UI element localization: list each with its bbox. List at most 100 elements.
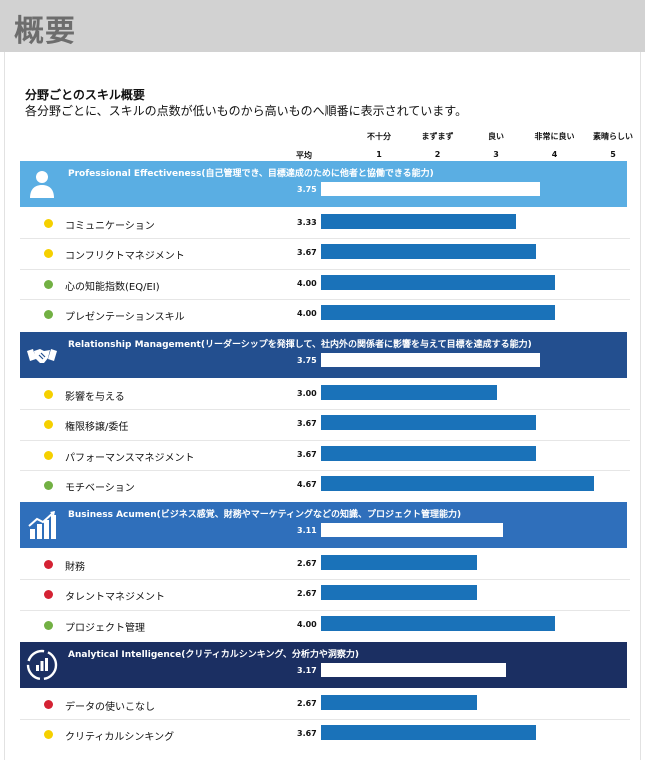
status-dot-ok — [44, 420, 53, 430]
person-icon — [26, 168, 58, 200]
skill-row: コンフリクトマネジメント 3.67 — [20, 239, 627, 269]
skill-row: タレントマネジメント 2.67 — [20, 580, 627, 610]
skill-row: モチベーション 4.67 — [20, 471, 627, 501]
scale-tick-5: 5 — [610, 150, 616, 159]
status-dot-ok — [44, 249, 53, 259]
status-dot-good — [44, 481, 53, 491]
skill-row: プレゼンテーションスキル 4.00 — [20, 300, 627, 330]
skill-bar — [321, 476, 595, 492]
skill-name: 心の知能指数(EQ/EI) — [65, 281, 160, 293]
skill-name: クリティカルシンキング — [65, 732, 175, 744]
category-average-score: 3.75 — [297, 356, 317, 365]
skill-score: 3.33 — [297, 218, 317, 227]
status-dot-good — [44, 310, 53, 320]
category-title: Professional Effectiveness(自己管理でき、目標達成のた… — [68, 169, 434, 179]
skill-name: 権限移譲/委任 — [65, 422, 129, 434]
scale-label-4: 非常に良い — [534, 132, 575, 141]
scale-label-3: 良い — [488, 132, 504, 141]
skill-row: 財務 2.67 — [20, 550, 627, 580]
skill-bar — [321, 305, 555, 321]
skill-row: 権限移譲/委任 3.67 — [20, 410, 627, 440]
category-band-2: Relationship Management(リーダーシップを発揮して、社内外… — [20, 332, 627, 378]
skill-score: 2.67 — [297, 559, 317, 568]
handshake-icon — [26, 339, 58, 371]
intro-title: 分野ごとのスキル概要 — [25, 88, 145, 102]
skill-score: 4.00 — [297, 278, 317, 288]
category-band-4: Analytical Intelligence(クリティカルシンキング、分析力や… — [20, 642, 627, 688]
row-divider — [20, 470, 630, 472]
scale-tick-4: 4 — [551, 150, 558, 159]
category-average-score: 3.75 — [297, 185, 317, 194]
skill-name: プレゼンテーションスキル — [65, 312, 185, 324]
scale-tick-3: 3 — [493, 150, 499, 159]
skill-name: コミュニケーション — [65, 221, 155, 232]
skill-bar — [321, 244, 536, 260]
category-title: Analytical Intelligence(クリティカルシンキング、分析力や… — [68, 650, 360, 660]
skill-bar — [321, 445, 536, 461]
skill-bar — [321, 385, 497, 400]
skill-name: プロジェクト管理 — [65, 622, 145, 634]
category-average-score: 3.17 — [297, 666, 317, 675]
skill-name: パフォーマンスマネジメント — [65, 452, 195, 464]
skill-bar — [321, 274, 555, 290]
scale-label-1: 不十分 — [367, 132, 391, 141]
category-title: Relationship Management(リーダーシップを発揮して、社内外… — [68, 340, 532, 350]
skill-score: 4.67 — [297, 480, 317, 490]
analysis-icon — [26, 649, 58, 681]
row-divider — [20, 268, 630, 270]
skill-row: 心の知能指数(EQ/EI) 4.00 — [20, 270, 627, 300]
status-dot-bad — [44, 700, 53, 709]
skill-row: クリティカルシンキング 3.67 — [20, 720, 627, 750]
status-dot-ok — [44, 390, 53, 399]
skill-row: コミュニケーション 3.33 — [20, 209, 627, 239]
skill-score: 3.67 — [297, 248, 317, 258]
row-divider — [20, 439, 630, 441]
skill-name: タレントマネジメント — [65, 592, 165, 604]
category-average-bar — [321, 523, 503, 537]
scale-tick-2: 2 — [434, 150, 441, 159]
skill-name: コンフリクトマネジメント — [65, 251, 185, 263]
skill-name: モチベーション — [65, 483, 135, 495]
scale-label-2: まずまず — [421, 132, 454, 141]
scale-label-5: 素晴らしい — [593, 132, 633, 141]
skill-name: データの使いこなし — [65, 702, 155, 713]
skill-name: 財務 — [65, 562, 85, 573]
row-divider — [20, 409, 630, 411]
skill-bar — [321, 555, 478, 570]
skill-bar — [321, 615, 555, 631]
category-average-bar — [321, 182, 541, 196]
skill-score: 4.00 — [297, 309, 317, 319]
average-column-label: 平均 — [296, 151, 312, 160]
skill-bar — [321, 695, 478, 710]
scale-tick-1: 1 — [376, 150, 382, 159]
intro-description: 各分野ごとに、スキルの点数が低いものから高いものへ順番に表示されています。 — [25, 104, 468, 118]
skill-bar — [321, 725, 536, 741]
status-dot-ok — [44, 730, 53, 740]
row-divider — [20, 719, 630, 721]
header-bar: 概要 — [0, 0, 645, 52]
status-dot-bad — [44, 590, 53, 600]
skill-row: パフォーマンスマネジメント 3.67 — [20, 441, 627, 471]
category-band-1: Professional Effectiveness(自己管理でき、目標達成のた… — [20, 161, 627, 207]
skill-bar — [321, 214, 516, 229]
skill-score: 2.67 — [297, 589, 317, 599]
skill-row: プロジェクト管理 4.00 — [20, 611, 627, 641]
skill-bar — [321, 415, 536, 431]
status-dot-bad — [44, 560, 53, 569]
category-average-score: 3.11 — [297, 526, 317, 535]
status-dot-ok — [44, 219, 53, 228]
skill-score: 3.67 — [297, 449, 317, 459]
skill-score: 3.67 — [297, 419, 317, 429]
row-divider — [20, 579, 630, 581]
skill-bar — [321, 585, 478, 601]
skill-name: 影響を与える — [65, 392, 125, 403]
skill-score: 3.67 — [297, 729, 317, 739]
status-dot-good — [44, 620, 53, 630]
skill-score: 3.00 — [297, 389, 317, 398]
status-dot-good — [44, 279, 53, 289]
growth-chart-icon — [26, 509, 58, 541]
row-divider — [20, 299, 630, 301]
page-title: 概要 — [14, 14, 76, 49]
skill-row: データの使いこなし 2.67 — [20, 690, 627, 720]
skill-row: 影響を与える 3.00 — [20, 380, 627, 410]
